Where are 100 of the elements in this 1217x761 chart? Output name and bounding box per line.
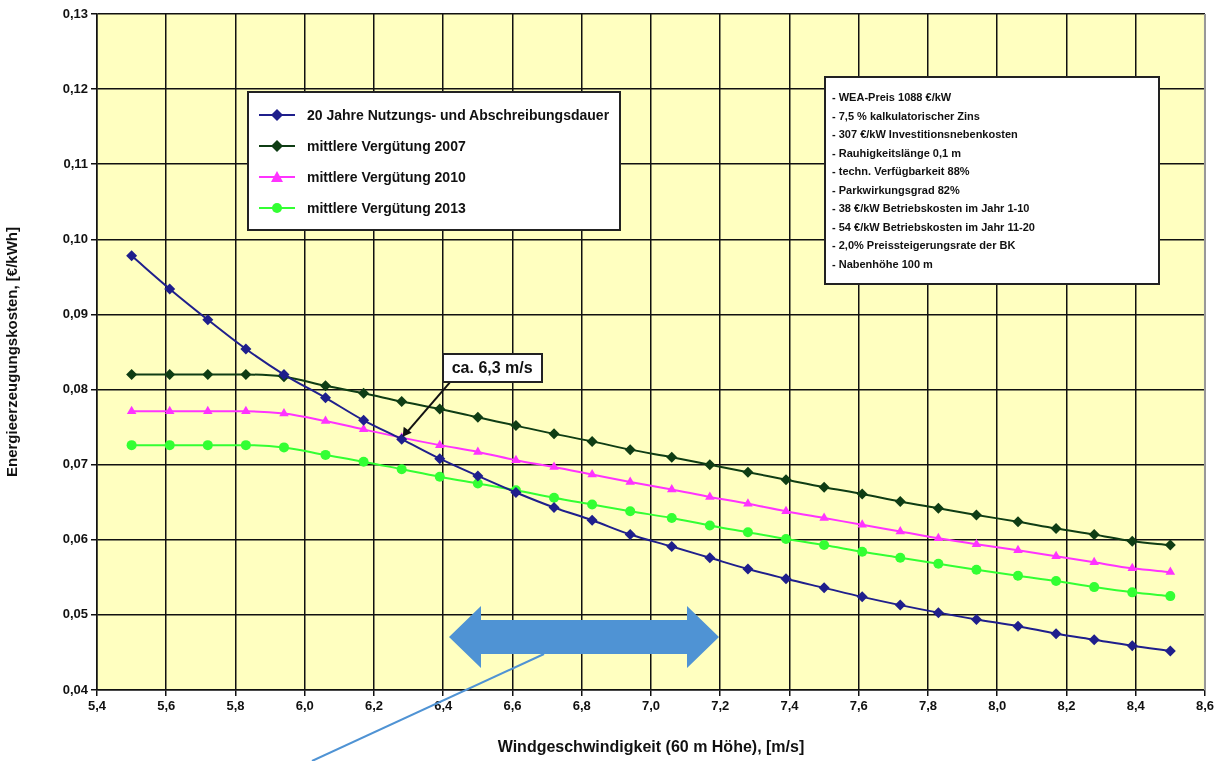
point — [1089, 556, 1099, 566]
point — [587, 499, 598, 510]
x-tick-label: 6,0 — [295, 698, 314, 714]
point — [126, 369, 138, 381]
point — [396, 464, 407, 475]
legend-label: mittlere Vergütung 2007 — [307, 137, 466, 154]
point — [1050, 628, 1062, 640]
point — [548, 501, 560, 513]
annotation: - WEA-Preis 1088 €/kW — [832, 90, 953, 105]
point — [396, 396, 408, 408]
point — [780, 474, 792, 486]
point — [586, 514, 598, 526]
point — [1127, 562, 1138, 572]
point — [511, 454, 521, 463]
annotation: - techn. Verfügbarkeit 88% — [832, 164, 971, 179]
point — [202, 369, 214, 381]
point — [549, 492, 560, 503]
legend-label: mittlere Vergütung 2010 — [307, 168, 466, 185]
point — [320, 449, 331, 460]
point — [1013, 544, 1023, 554]
point — [164, 369, 176, 381]
point — [435, 439, 445, 448]
point — [666, 513, 677, 523]
point — [781, 534, 792, 545]
point — [624, 444, 636, 456]
annotation: - 38 €/kW Betriebskosten im Jahr 1-10 — [832, 201, 1031, 216]
point — [202, 314, 214, 326]
point — [320, 392, 332, 404]
point — [549, 461, 559, 470]
point — [971, 564, 982, 575]
point — [625, 476, 635, 485]
annotation: - 2,0% Preissteigerungsrate der BK — [832, 238, 1017, 253]
point — [473, 446, 483, 455]
x-tick-label: 7,4 — [780, 698, 800, 714]
point — [704, 552, 716, 564]
callout-label: ca. 6,3 m/s — [441, 352, 543, 383]
point — [704, 520, 715, 531]
point — [1050, 523, 1062, 535]
point — [203, 405, 213, 415]
point — [358, 414, 370, 426]
point — [1164, 539, 1176, 551]
point — [1165, 591, 1176, 602]
x-tick-label: 5,6 — [157, 698, 176, 714]
point — [894, 599, 906, 611]
point — [933, 558, 944, 569]
point — [819, 512, 829, 521]
legend-label: 20 Jahre Nutzungs- und Abschreibungsdauer — [307, 106, 610, 123]
point — [1012, 516, 1024, 528]
point — [320, 380, 332, 392]
annotation: - 54 €/kW Betriebskosten im Jahr 11-20 — [832, 219, 1036, 235]
point — [1164, 645, 1176, 657]
point — [396, 433, 408, 445]
annotation: - 307 €/kW Investitionsnebenkosten — [832, 127, 1019, 142]
x-tick-label: 6,8 — [572, 698, 591, 714]
legend-label: mittlere Vergütung 2013 — [307, 199, 466, 216]
y-tick-label: 0,08 — [62, 381, 88, 397]
point — [856, 591, 868, 603]
point — [666, 451, 678, 463]
point — [1012, 570, 1023, 581]
point — [240, 440, 251, 451]
y-tick-label: 0,05 — [62, 606, 88, 622]
point — [666, 541, 678, 553]
point — [434, 403, 446, 415]
point — [164, 283, 176, 295]
point — [587, 468, 597, 478]
point — [932, 607, 944, 619]
point — [240, 369, 252, 381]
point — [743, 498, 753, 507]
point — [704, 459, 716, 471]
x-tick-label: 6,2 — [364, 698, 384, 714]
point — [278, 442, 289, 453]
point — [1012, 620, 1024, 632]
point — [1088, 529, 1100, 541]
point — [434, 453, 446, 465]
point — [320, 415, 331, 424]
point — [1088, 634, 1100, 646]
point — [781, 505, 791, 514]
point — [126, 440, 137, 451]
x-axis-title: Windgeschwindigkeit (60 m Höhe), [m/s] — [497, 737, 805, 755]
y-tick-label: 0,10 — [62, 230, 88, 246]
point — [586, 435, 598, 447]
point — [202, 440, 213, 451]
point — [1126, 640, 1138, 652]
point — [1089, 582, 1100, 593]
x-tick-label: 8,0 — [988, 698, 1007, 714]
point — [818, 582, 830, 594]
point — [624, 529, 636, 541]
point — [742, 466, 754, 478]
point — [241, 405, 251, 415]
point — [1165, 566, 1176, 575]
point — [548, 428, 560, 440]
point — [126, 405, 137, 415]
point — [857, 546, 868, 557]
point — [895, 552, 906, 563]
annotation: - Nabenhöhe 100 m — [832, 256, 934, 272]
point — [1051, 576, 1062, 587]
point — [742, 527, 753, 538]
point — [472, 411, 484, 423]
point — [971, 538, 982, 548]
point — [1051, 550, 1061, 560]
